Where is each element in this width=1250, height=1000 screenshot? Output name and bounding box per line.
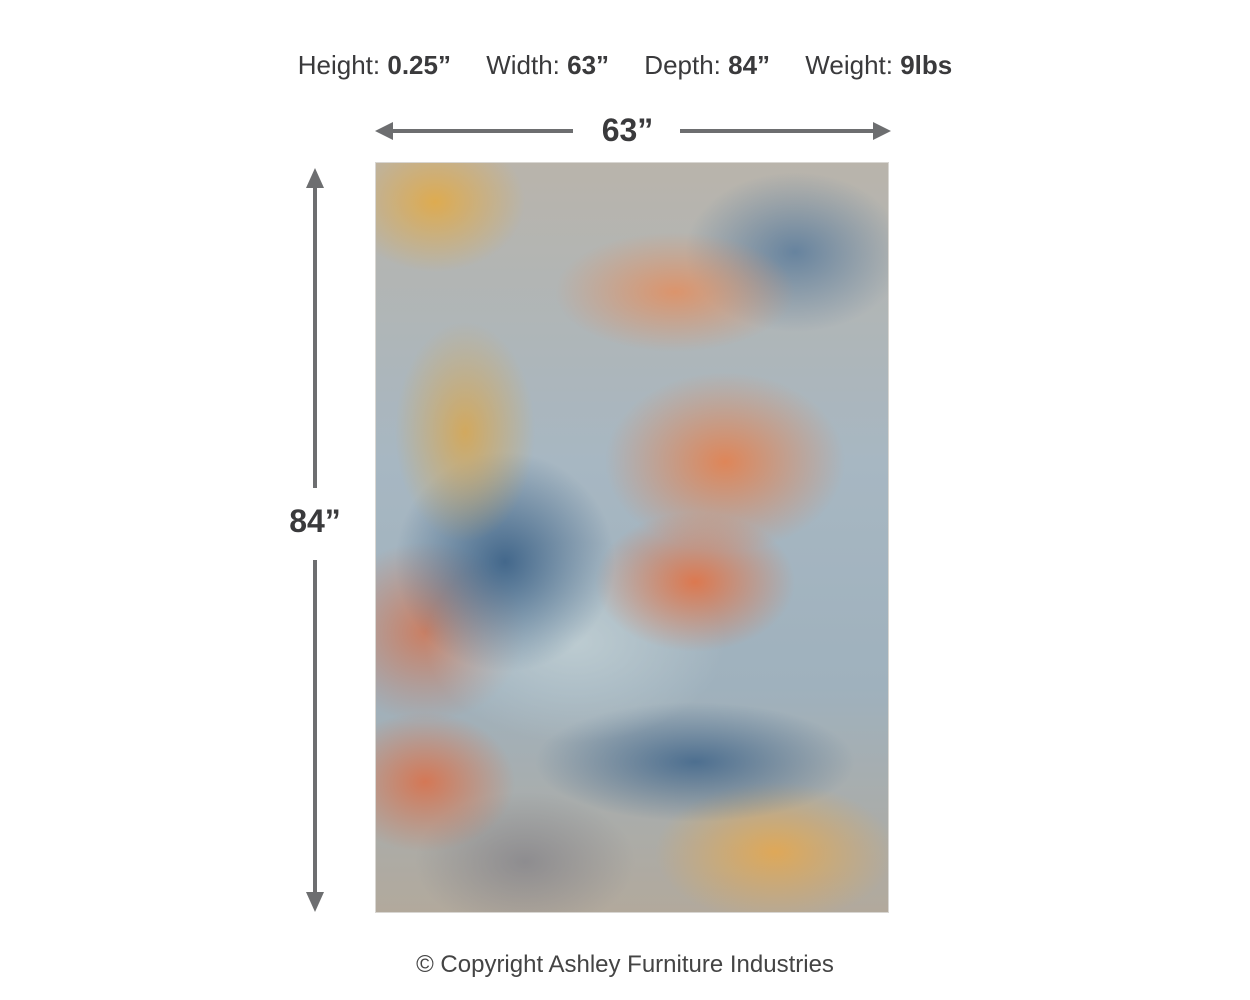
spec-width: Width: 63” <box>486 50 610 80</box>
width-label: 63” <box>601 112 654 148</box>
height-label: 84” <box>289 503 341 539</box>
width-arrow-icon <box>375 122 891 140</box>
rug-product-image <box>375 162 889 913</box>
spec-height: Height: 0.25” <box>297 50 451 80</box>
spec-depth: Depth: 84” <box>644 50 771 80</box>
dimension-specs: Height: 0.25” Width: 63” Depth: 84” Weig… <box>0 50 1250 81</box>
spec-weight: Weight: 9lbs <box>805 50 953 80</box>
height-arrow-icon <box>306 168 324 912</box>
copyright-notice: © Copyright Ashley Furniture Industries <box>416 951 834 978</box>
